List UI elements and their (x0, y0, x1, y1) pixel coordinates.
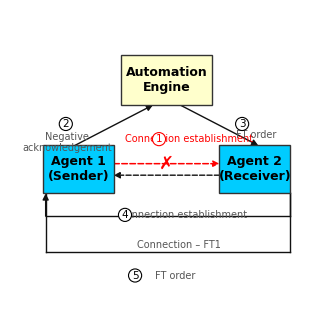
Text: 3: 3 (239, 119, 245, 129)
FancyBboxPatch shape (43, 145, 114, 194)
Text: Connection establishment: Connection establishment (119, 210, 247, 220)
Text: 1: 1 (156, 134, 162, 144)
Text: Connection – FT1: Connection – FT1 (137, 240, 221, 250)
Text: FT order: FT order (236, 130, 276, 140)
Text: FT order: FT order (155, 271, 196, 280)
Text: Agent 1
(Sender): Agent 1 (Sender) (47, 155, 109, 183)
Text: Automation
Engine: Automation Engine (126, 66, 207, 94)
FancyBboxPatch shape (121, 54, 212, 105)
Text: 4: 4 (122, 210, 128, 220)
Text: Negative
acknowledgement: Negative acknowledgement (22, 132, 112, 153)
Text: Connection establishment: Connection establishment (125, 134, 253, 144)
Text: 2: 2 (62, 119, 69, 129)
Text: Agent 2
(Receiver): Agent 2 (Receiver) (218, 155, 291, 183)
Text: ✗: ✗ (159, 155, 174, 173)
Text: 5: 5 (132, 271, 138, 280)
FancyBboxPatch shape (219, 145, 290, 194)
